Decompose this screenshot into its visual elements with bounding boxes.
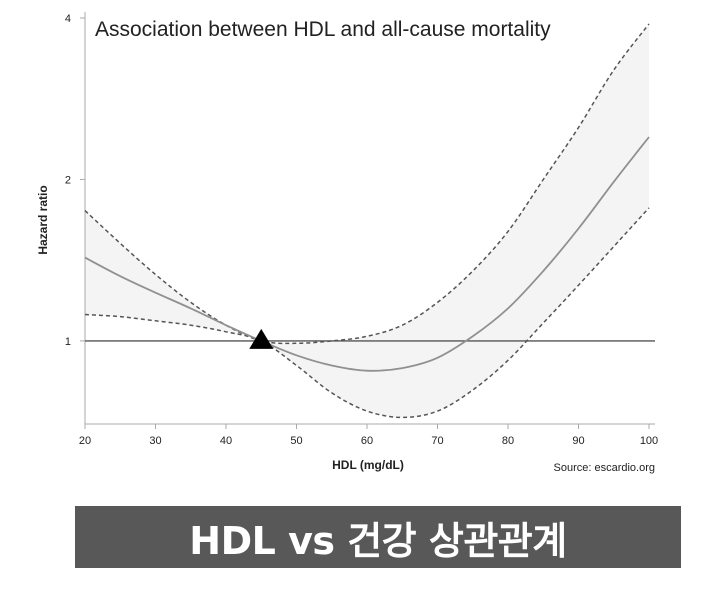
chart-title: Association between HDL and all-cause mo… <box>95 18 551 41</box>
y-axis-label: Hazard ratio <box>36 185 50 254</box>
x-tick-label: 60 <box>361 435 373 447</box>
confidence-band <box>85 23 649 418</box>
caption-banner: HDL vs 건강 상관관계 <box>75 506 681 568</box>
x-tick-label: 30 <box>149 435 161 447</box>
series-upper-ci <box>84 23 650 345</box>
reference-marker <box>249 328 274 349</box>
x-tick-label: 40 <box>220 435 232 447</box>
x-axis-label: HDL (mg/dL) <box>332 458 404 472</box>
source-note: Source: escardio.org <box>554 462 656 474</box>
series-estimate <box>84 136 650 372</box>
y-tick-label: 4 <box>65 13 71 25</box>
caption-text: HDL vs 건강 상관관계 <box>189 518 567 563</box>
x-tick-label: 70 <box>431 435 443 447</box>
plot-area: 1 2 4 20 30 40 50 60 70 80 90 100 <box>65 12 658 447</box>
hdl-mortality-chart: 1 2 4 20 30 40 50 60 70 80 90 100 Association betwe… <box>36 12 659 474</box>
x-tick-label: 90 <box>572 435 584 447</box>
x-tick-label: 20 <box>79 435 91 447</box>
y-tick-label: 1 <box>65 336 71 348</box>
x-tick-label: 80 <box>502 435 514 447</box>
x-tick-label: 50 <box>290 435 302 447</box>
y-tick-label: 2 <box>65 174 71 186</box>
x-tick-label: 100 <box>640 435 658 447</box>
